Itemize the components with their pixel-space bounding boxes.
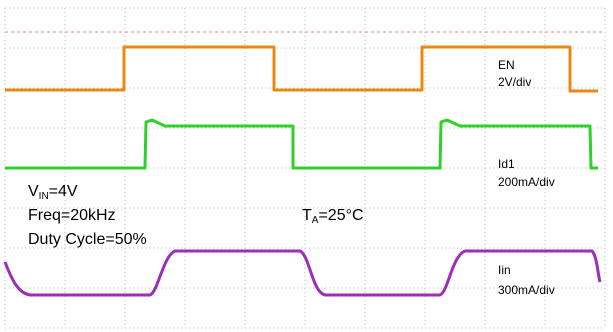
vin-value: =4V [49, 183, 78, 200]
en-scale: 2V/div [498, 75, 531, 89]
vin-subscript: IN [39, 191, 49, 202]
vin-note: VIN=4V [28, 183, 78, 202]
ta-symbol: T [302, 207, 312, 224]
freq-note: Freq=20kHz [28, 207, 116, 224]
en-trace [5, 45, 598, 93]
ta-value: =25°C [318, 207, 363, 224]
iin-label: Iin [498, 263, 511, 277]
duty-note: Duty Cycle=50% [28, 231, 147, 248]
ta-note: TA=25°C [302, 207, 364, 226]
iin-scale: 300mA/div [498, 283, 555, 297]
id1-trace [5, 118, 598, 170]
id1-label: Id1 [498, 157, 515, 171]
en-label: EN [498, 58, 515, 72]
iin-trace [3, 249, 602, 297]
ta-subscript: A [312, 215, 319, 226]
id1-scale: 200mA/div [498, 175, 555, 189]
vin-symbol: V [28, 183, 39, 200]
